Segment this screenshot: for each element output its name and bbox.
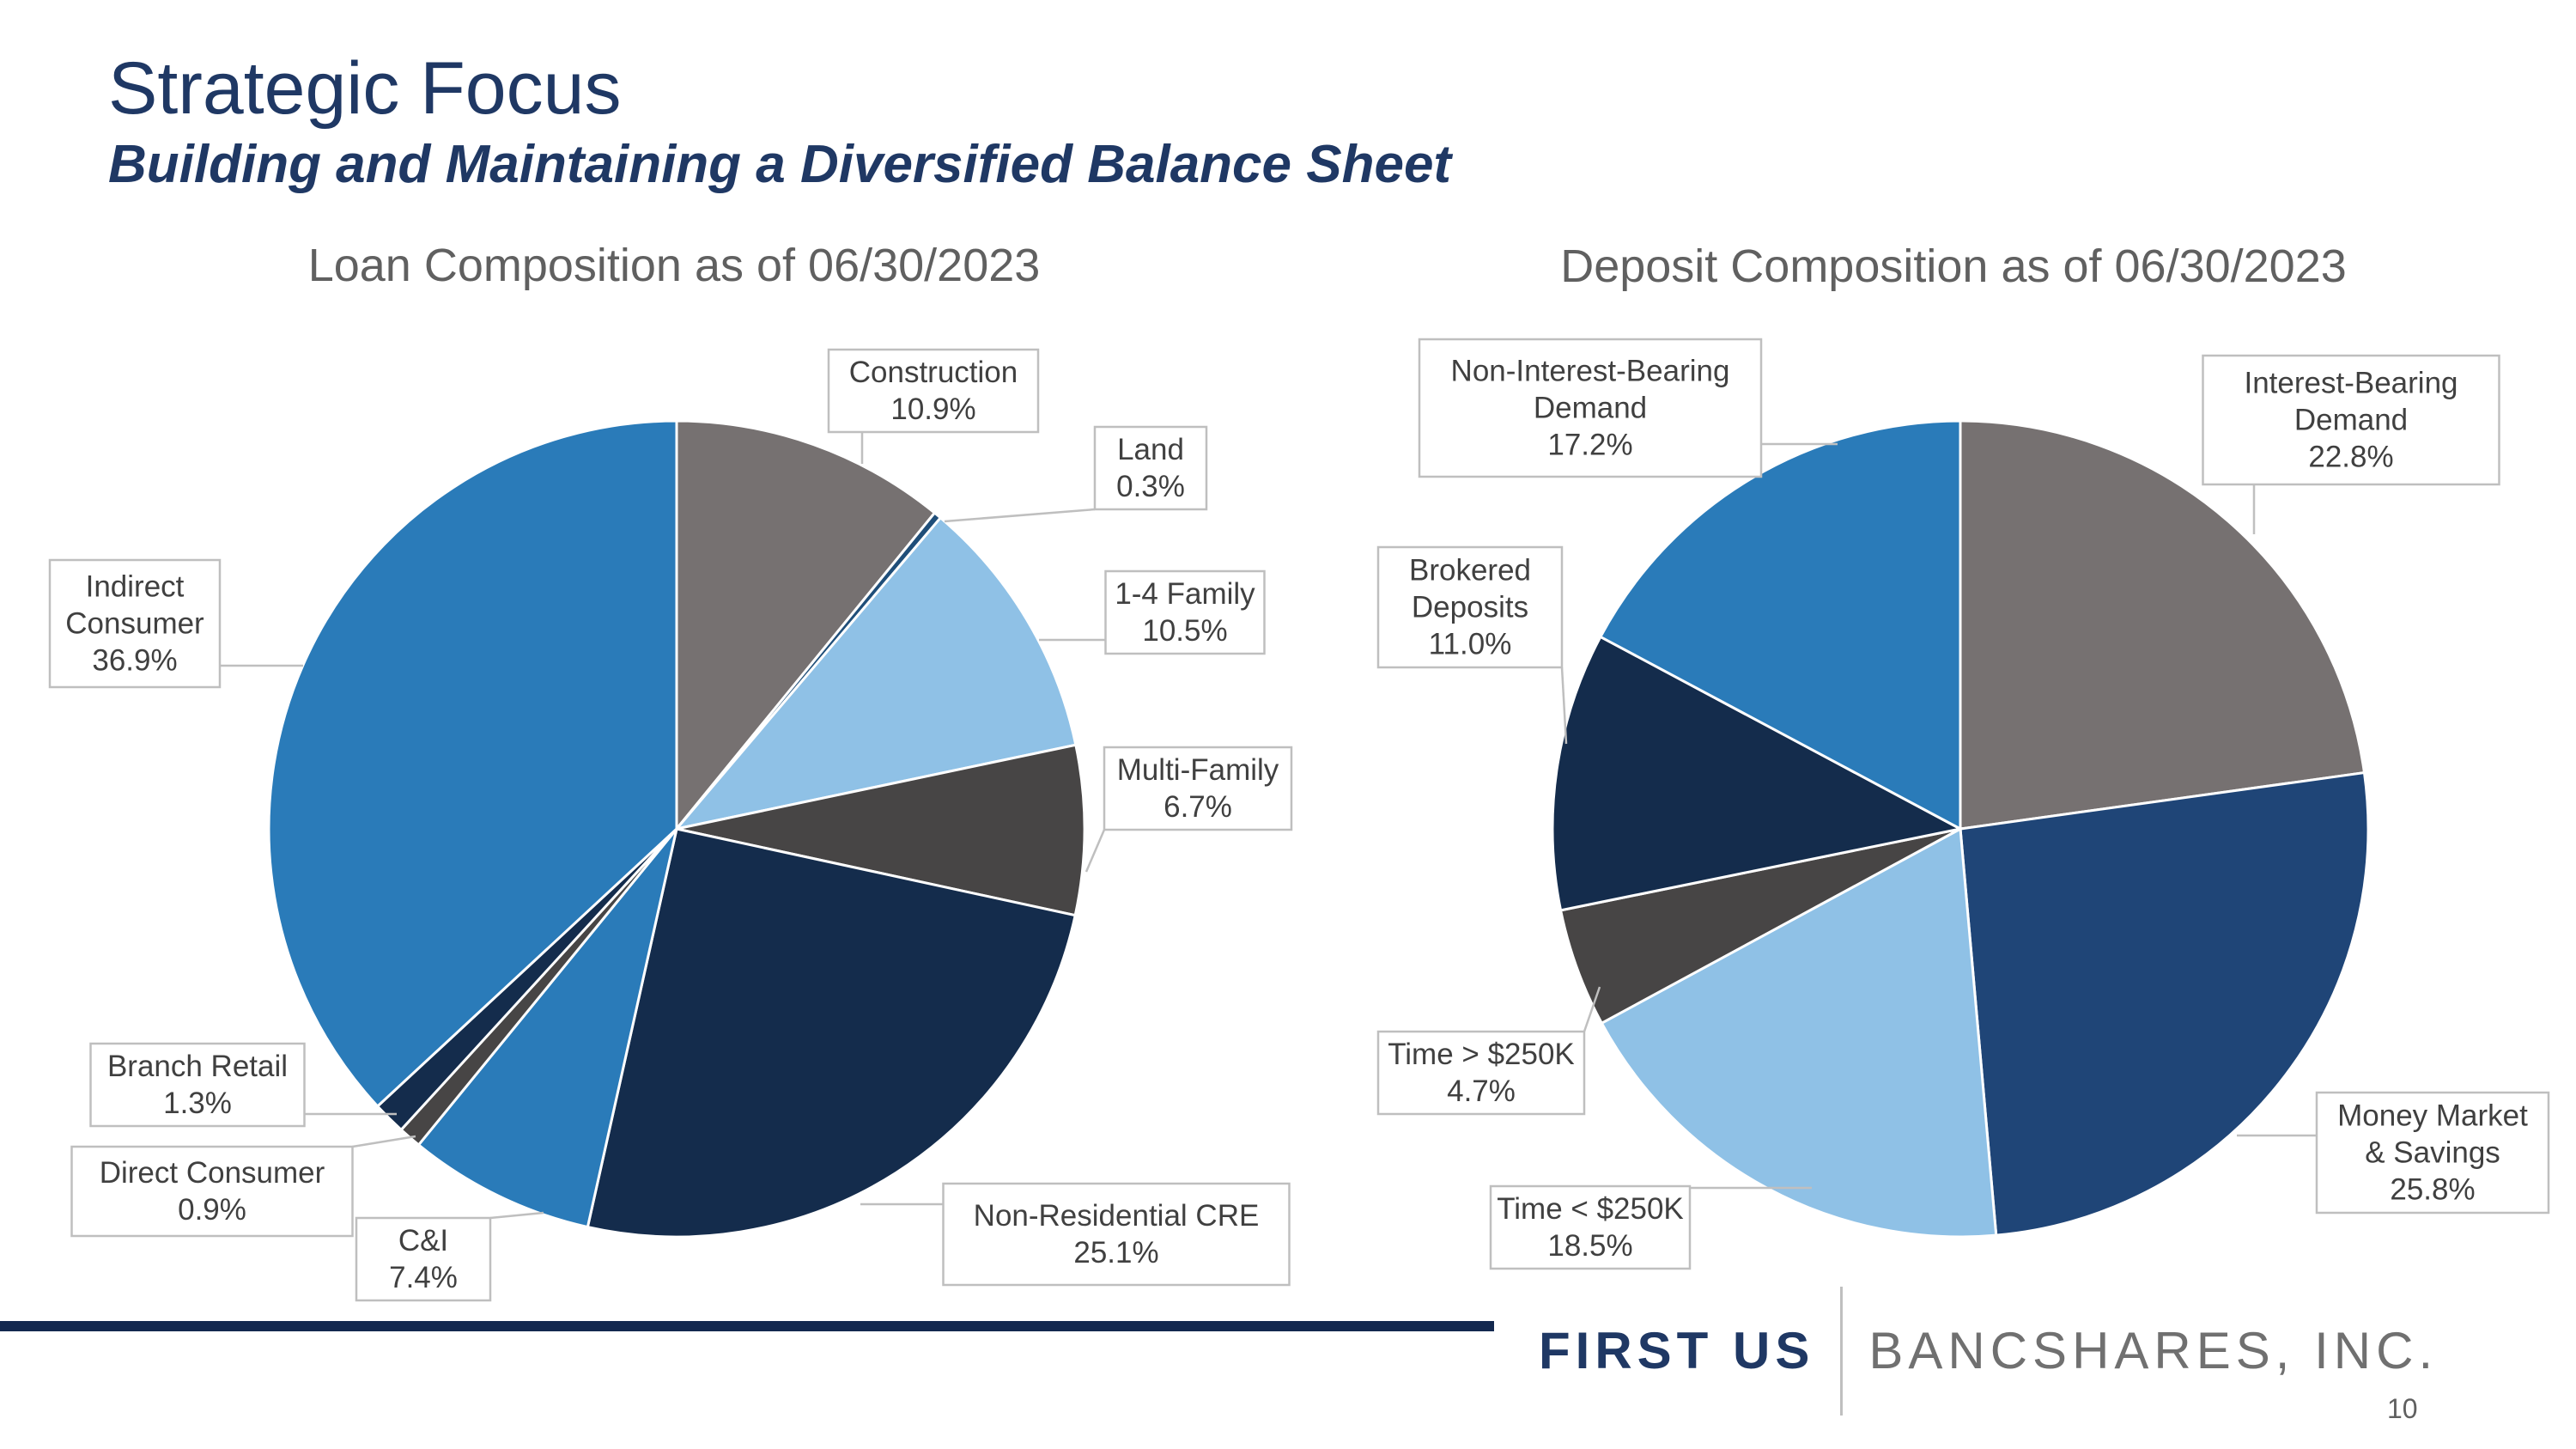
loan-label-box-non-residential-cre: [942, 1182, 1291, 1287]
loan-category-indirect-consumer: Indirect: [86, 570, 185, 604]
loan-label-box-indirect-consumer: [48, 558, 222, 689]
deposit-leader-brokered-deposits: [1560, 667, 1568, 745]
loan-label-box-direct-consumer: [70, 1145, 354, 1238]
deposit-label-box-brokered-deposits: [1376, 545, 1564, 669]
deposit-category-non-interest-bearing-demand: Non-Interest-Bearing: [1451, 355, 1730, 388]
deposit-chart-title: Deposit Composition as of 06/30/2023: [1560, 240, 2347, 292]
deposit-leader-time-250k: [1583, 986, 1601, 1032]
brand-primary: FIRST US: [1539, 1321, 1815, 1379]
slide-subtitle: Building and Maintaining a Diversified B…: [108, 135, 1452, 194]
deposit-category-money-market-savings: & Savings: [2365, 1136, 2500, 1170]
loan-value-construction: 10.9%: [890, 393, 975, 426]
loan-value-1-4-family: 10.5%: [1142, 614, 1227, 648]
brand-divider: [1840, 1287, 1844, 1416]
deposit-label-box-non-interest-bearing-demand: [1418, 338, 1763, 478]
deposit-category-non-interest-bearing-demand: Demand: [1534, 392, 1647, 425]
deposit-category-time-250k: Time < $250K: [1497, 1192, 1684, 1226]
loan-slice-non-residential-cre: [586, 827, 1077, 1239]
brand-logo: FIRST US BANCSHARES, INC.: [1539, 1287, 2439, 1419]
deposit-label-box-interest-bearing-demand: [2202, 354, 2500, 486]
loan-category-construction: Construction: [849, 356, 1018, 389]
deposit-category-interest-bearing-demand: Demand: [2294, 404, 2408, 437]
loan-category-direct-consumer: Direct Consumer: [100, 1156, 325, 1190]
deposit-label-box-time-250k: [1376, 1030, 1586, 1116]
loan-slice-multi-family: [676, 743, 1086, 917]
loan-category-multi-family: Multi-Family: [1117, 753, 1279, 787]
loan-leader-multi-family: [1084, 829, 1106, 873]
deposit-label-box-time-250k: [1489, 1184, 1692, 1270]
deposit-category-money-market-savings: Money Market: [2337, 1099, 2528, 1133]
deposit-slice-money-market-savings: [1959, 770, 2370, 1237]
deposit-label-non-interest-bearing-demand: Non-Interest-Bearing Demand 17.2%: [1418, 338, 1838, 478]
deposit-value-money-market-savings: 25.8%: [2390, 1173, 2475, 1207]
loan-slice-1-4-family: [673, 515, 1078, 831]
loan-label-box-1-4-family: [1104, 569, 1266, 655]
deposit-value-brokered-deposits: 11.0%: [1429, 628, 1512, 661]
deposit-slice-non-interest-bearing-demand: [1598, 419, 1962, 831]
loan-labels: Construction 10.9% Land 0.3% 1-4 Family10.5%…: [48, 348, 1293, 1302]
deposit-value-time-250k: 18.5%: [1547, 1229, 1632, 1263]
deposit-category-time-250k: Time > $250K: [1388, 1038, 1575, 1071]
deposit-slice-interest-bearing-demand: [1959, 419, 2366, 831]
deposit-label-time-250k: Time > $250K 4.7%: [1376, 986, 1601, 1116]
loan-pie: [267, 419, 1086, 1239]
deposit-labels: Interest-Bearing Demand 22.8% Money Market&…: [1376, 338, 2550, 1270]
loan-value-land: 0.3%: [1116, 470, 1185, 503]
deposit-category-brokered-deposits: Deposits: [1412, 591, 1528, 624]
loan-label-box-branch-retail: [89, 1042, 306, 1128]
loan-leader-land: [944, 508, 1096, 523]
loan-label-box-c-i: [355, 1216, 492, 1302]
slide-title: Strategic Focus: [108, 47, 622, 130]
loan-label-land: Land 0.3%: [944, 425, 1208, 523]
loan-slice-c-i: [416, 828, 678, 1229]
loan-value-c-i: 7.4%: [389, 1261, 458, 1294]
loan-category-non-residential-cre: Non-Residential CRE: [974, 1199, 1260, 1233]
page-number: 10: [2387, 1393, 2418, 1424]
deposit-label-interest-bearing-demand: Interest-Bearing Demand 22.8%: [2202, 354, 2500, 534]
loan-chart-title: Loan Composition as of 06/30/2023: [308, 240, 1041, 291]
deposit-label-box-money-market-savings: [2315, 1091, 2550, 1215]
deposit-slice-brokered-deposits: [1551, 635, 1965, 912]
loan-leader-c-i: [489, 1211, 544, 1220]
loan-label-construction: Construction 10.9%: [827, 348, 1040, 464]
loan-label-box-construction: [827, 348, 1040, 434]
deposit-value-non-interest-bearing-demand: 17.2%: [1547, 429, 1632, 462]
loan-value-non-residential-cre: 25.1%: [1073, 1236, 1158, 1269]
loan-value-multi-family: 6.7%: [1163, 790, 1232, 824]
loan-label-c-i: C&I 7.4%: [355, 1211, 544, 1302]
loan-label-box-land: [1093, 425, 1208, 511]
brand-secondary: BANCSHARES, INC.: [1868, 1321, 2439, 1379]
loan-category-indirect-consumer: Consumer: [65, 607, 204, 641]
footer-rule: [0, 1321, 1494, 1331]
loan-value-branch-retail: 1.3%: [163, 1087, 232, 1120]
loan-slice-construction: [675, 419, 937, 833]
loan-value-direct-consumer: 0.9%: [178, 1193, 246, 1227]
loan-label-box-multi-family: [1103, 746, 1293, 831]
loan-label-branch-retail: Branch Retail 1.3%: [89, 1042, 397, 1128]
deposit-pie: [1551, 419, 2370, 1239]
loan-category-c-i: C&I: [398, 1224, 448, 1257]
loan-category-branch-retail: Branch Retail: [107, 1050, 288, 1083]
deposit-category-interest-bearing-demand: Interest-Bearing: [2244, 367, 2458, 400]
deposit-value-interest-bearing-demand: 22.8%: [2308, 441, 2393, 474]
deposit-category-brokered-deposits: Brokered: [1409, 554, 1531, 588]
loan-category-1-4-family: 1-4 Family: [1115, 577, 1255, 611]
loan-value-indirect-consumer: 36.9%: [92, 644, 177, 678]
deposit-value-time-250k: 4.7%: [1447, 1075, 1516, 1108]
loan-leader-direct-consumer: [352, 1135, 416, 1148]
loan-category-land: Land: [1117, 433, 1184, 466]
